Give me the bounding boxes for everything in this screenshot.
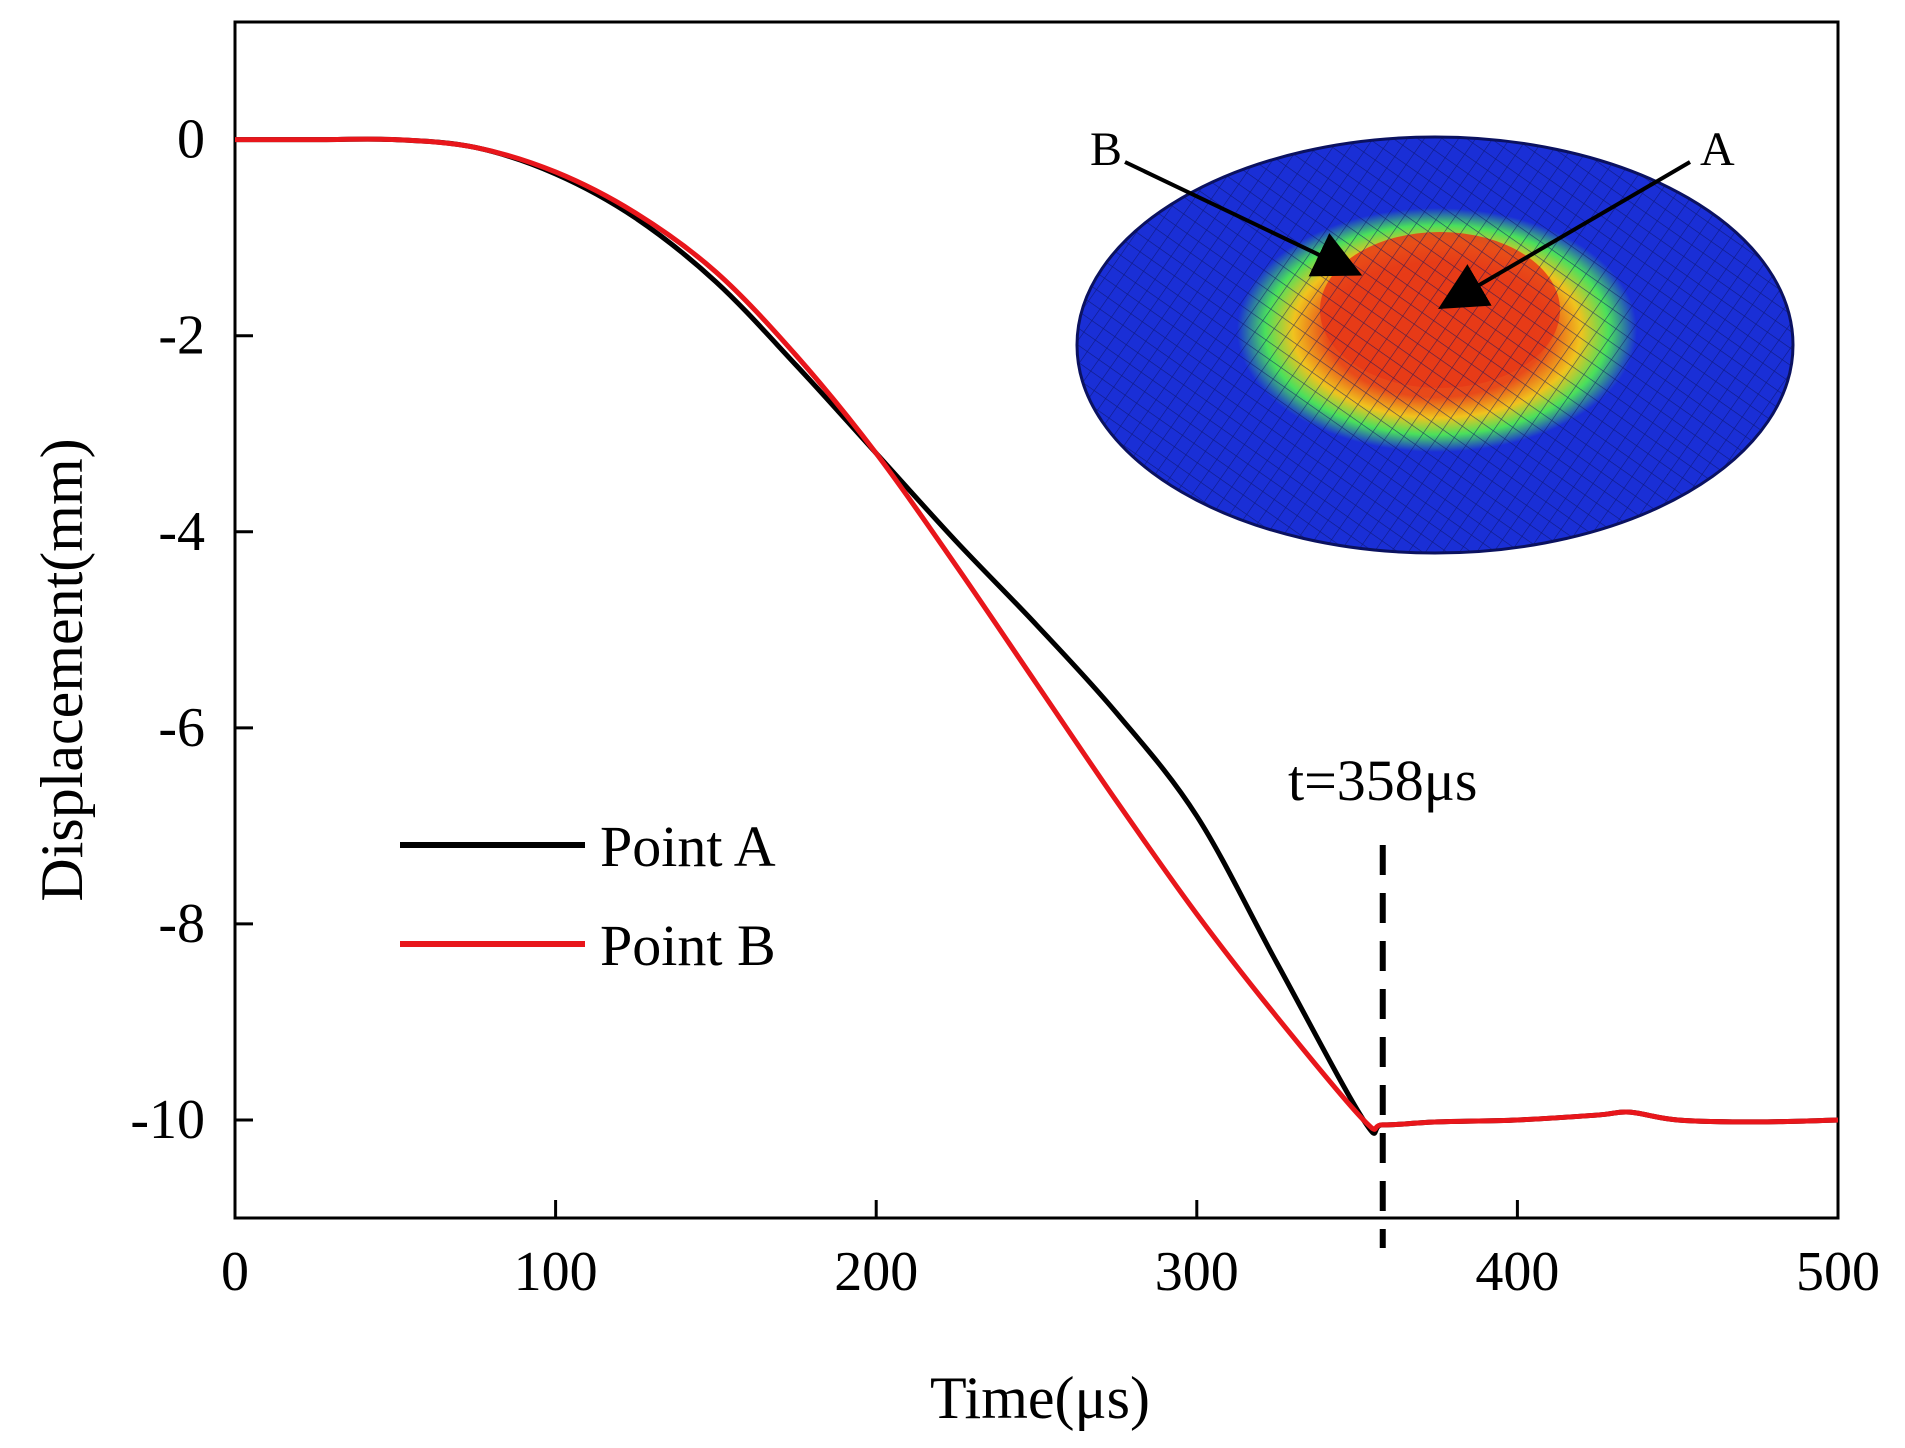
legend-label-point-b: Point B [600, 913, 776, 978]
y-tick-label: -4 [158, 501, 205, 563]
inset-label-a: A [1700, 123, 1735, 176]
y-tick-label: 0 [177, 109, 205, 171]
plot-frame [233, 20, 1840, 1220]
legend-label-point-a: Point A [600, 814, 776, 879]
inset-label-b: B [1090, 123, 1122, 176]
x-tick-label: 500 [1796, 1241, 1880, 1303]
inset-plate-mesh [1077, 137, 1793, 553]
legend: Point A Point B [400, 814, 776, 978]
series-line-point-b [235, 136, 1838, 1132]
y-axis-title: Displacement(mm) [29, 438, 95, 901]
x-axis: 0 100 200 300 400 500 [221, 1200, 1880, 1303]
y-tick-label: -8 [158, 893, 205, 955]
y-axis: 0 -2 -4 -6 -8 -10 [130, 109, 253, 1151]
inset-arrow-a [1438, 160, 1692, 310]
x-tick-label: 300 [1155, 1241, 1239, 1303]
y-tick-label: -2 [158, 305, 205, 367]
x-axis-title: Time(μs) [930, 1365, 1150, 1431]
x-tick-label: 100 [514, 1241, 598, 1303]
y-tick-label: -6 [158, 697, 205, 759]
inset-arrow-b [1124, 160, 1363, 277]
x-tick-label: 200 [834, 1241, 918, 1303]
series-group [235, 136, 1838, 1136]
y-tick-label: -10 [130, 1089, 205, 1151]
x-tick-label: 0 [221, 1241, 249, 1303]
inset-plate-rim [1075, 135, 1795, 555]
inset-plate-image: B A [1075, 123, 1795, 555]
x-tick-label: 400 [1475, 1241, 1559, 1303]
annotation-label: t=358μs [1288, 748, 1478, 813]
